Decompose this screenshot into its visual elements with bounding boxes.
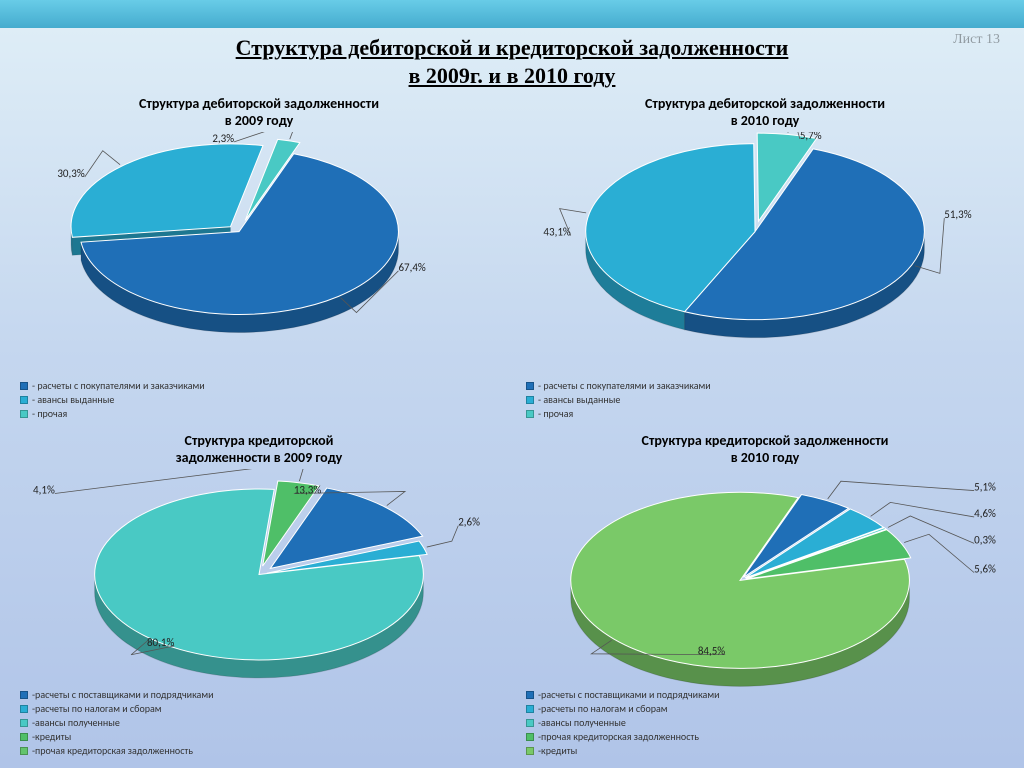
legend-item: - расчеты с покупателями и заказчиками bbox=[526, 379, 711, 392]
header-band bbox=[0, 0, 1024, 28]
slice-value-label: 84,5% bbox=[698, 645, 725, 658]
legend-item: -кредиты bbox=[526, 744, 720, 757]
slice-value-label: 4,6% bbox=[974, 507, 996, 520]
slice-value-label: 5,6% bbox=[974, 563, 996, 576]
pie-slice bbox=[71, 144, 263, 237]
legend-label: -авансы полученные bbox=[538, 716, 626, 729]
legend-label: -расчеты по налогам и сборам bbox=[538, 702, 668, 715]
slice-value-label: 0,3% bbox=[974, 533, 996, 546]
legend-swatch-icon bbox=[20, 705, 28, 713]
pie-chart: 67,4% 30,3% 2,3% - расчеты с покупателями … bbox=[10, 132, 508, 425]
legend-label: -прочая кредиторская задолженность bbox=[32, 744, 193, 757]
chart-legend: -расчеты с поставщиками и подрядчиками -… bbox=[526, 687, 720, 758]
legend-label: - расчеты с покупателями и заказчиками bbox=[538, 379, 711, 392]
legend-swatch-icon bbox=[20, 410, 28, 418]
chart-legend: - расчеты с покупателями и заказчиками -… bbox=[20, 378, 205, 421]
legend-swatch-icon bbox=[526, 382, 534, 390]
slice-value-label: 80,1% bbox=[147, 636, 174, 649]
legend-item: -прочая кредиторская задолженность bbox=[20, 744, 214, 757]
legend-swatch-icon bbox=[20, 691, 28, 699]
legend-swatch-icon bbox=[526, 705, 534, 713]
legend-label: -расчеты с поставщиками и подрядчиками bbox=[538, 688, 720, 701]
slice-value-label: 51,3% bbox=[944, 208, 971, 221]
slice-value-label: 2,3% bbox=[212, 132, 234, 145]
page-title-line2: в 2009г. и в 2010 году bbox=[409, 63, 616, 88]
slice-value-label: 43,1% bbox=[543, 226, 570, 239]
legend-label: - авансы выданные bbox=[32, 393, 114, 406]
legend-item: -расчеты по налогам и сборам bbox=[526, 702, 720, 715]
legend-item: -авансы полученные bbox=[20, 716, 214, 729]
legend-label: - прочая bbox=[538, 407, 573, 420]
chart-title: Структура дебиторской задолженностив 200… bbox=[10, 96, 508, 130]
legend-swatch-icon bbox=[526, 691, 534, 699]
pie-chart: 51,3% 43,1% 5,7% - расчеты с покупателями … bbox=[516, 132, 1014, 425]
slice-value-label: 30,3% bbox=[57, 167, 84, 180]
legend-swatch-icon bbox=[526, 410, 534, 418]
chart-title: Структура дебиторской задолженностив 201… bbox=[516, 96, 1014, 130]
pie-chart: 5,1% 4,6% 0,3% 5,6% 84,5% -расчеты с поставщ… bbox=[516, 469, 1014, 762]
legend-swatch-icon bbox=[20, 733, 28, 741]
legend-swatch-icon bbox=[20, 747, 28, 755]
legend-item: - прочая bbox=[20, 407, 205, 420]
legend-swatch-icon bbox=[20, 396, 28, 404]
panel-credit-2010: Структура кредиторской задолженностив 20… bbox=[516, 431, 1014, 762]
legend-item: - авансы выданные bbox=[526, 393, 711, 406]
slice-value-label: 67,4% bbox=[398, 261, 425, 274]
legend-label: -расчеты с поставщиками и подрядчиками bbox=[32, 688, 214, 701]
slice-value-label: 4,1% bbox=[33, 484, 55, 497]
panel-debit-2010: Структура дебиторской задолженностив 201… bbox=[516, 94, 1014, 425]
legend-label: -прочая кредиторская задолженность bbox=[538, 730, 699, 743]
legend-swatch-icon bbox=[20, 719, 28, 727]
panel-credit-2009: Структура кредиторскойзадолженности в 20… bbox=[10, 431, 508, 762]
legend-item: - расчеты с покупателями и заказчиками bbox=[20, 379, 205, 392]
legend-item: -расчеты с поставщиками и подрядчиками bbox=[20, 688, 214, 701]
legend-swatch-icon bbox=[526, 396, 534, 404]
legend-item: - прочая bbox=[526, 407, 711, 420]
chart-legend: - расчеты с покупателями и заказчиками -… bbox=[526, 378, 711, 421]
legend-label: -кредиты bbox=[32, 730, 71, 743]
legend-item: - авансы выданные bbox=[20, 393, 205, 406]
chart-grid: Структура дебиторской задолженностив 200… bbox=[10, 94, 1014, 762]
legend-swatch-icon bbox=[526, 733, 534, 741]
legend-item: -расчеты по налогам и сборам bbox=[20, 702, 214, 715]
legend-label: -авансы полученные bbox=[32, 716, 120, 729]
legend-item: -кредиты bbox=[20, 730, 214, 743]
legend-swatch-icon bbox=[526, 747, 534, 755]
legend-label: - прочая bbox=[32, 407, 67, 420]
page-title-line1: Структура дебиторской и кредиторской зад… bbox=[236, 35, 789, 60]
legend-label: -кредиты bbox=[538, 744, 577, 757]
slice-value-label: 5,7% bbox=[800, 132, 822, 142]
legend-item: -расчеты с поставщиками и подрядчиками bbox=[526, 688, 720, 701]
pie-chart: 13,3% 2,6% 80,1% 4,1% -расчеты с поставщика… bbox=[10, 469, 508, 762]
page-title: Структура дебиторской и кредиторской зад… bbox=[0, 34, 1024, 89]
legend-swatch-icon bbox=[526, 719, 534, 727]
chart-title: Структура кредиторской задолженностив 20… bbox=[516, 433, 1014, 467]
slice-value-label: 2,6% bbox=[458, 516, 480, 529]
chart-legend: -расчеты с поставщиками и подрядчиками -… bbox=[20, 687, 214, 758]
legend-swatch-icon bbox=[20, 382, 28, 390]
legend-label: - авансы выданные bbox=[538, 393, 620, 406]
slice-value-label: 5,1% bbox=[974, 481, 996, 494]
legend-label: - расчеты с покупателями и заказчиками bbox=[32, 379, 205, 392]
chart-title: Структура кредиторскойзадолженности в 20… bbox=[10, 433, 508, 467]
panel-debit-2009: Структура дебиторской задолженностив 200… bbox=[10, 94, 508, 425]
slice-value-label: 13,3% bbox=[294, 484, 321, 497]
legend-label: -расчеты по налогам и сборам bbox=[32, 702, 162, 715]
legend-item: -прочая кредиторская задолженность bbox=[526, 730, 720, 743]
legend-item: -авансы полученные bbox=[526, 716, 720, 729]
